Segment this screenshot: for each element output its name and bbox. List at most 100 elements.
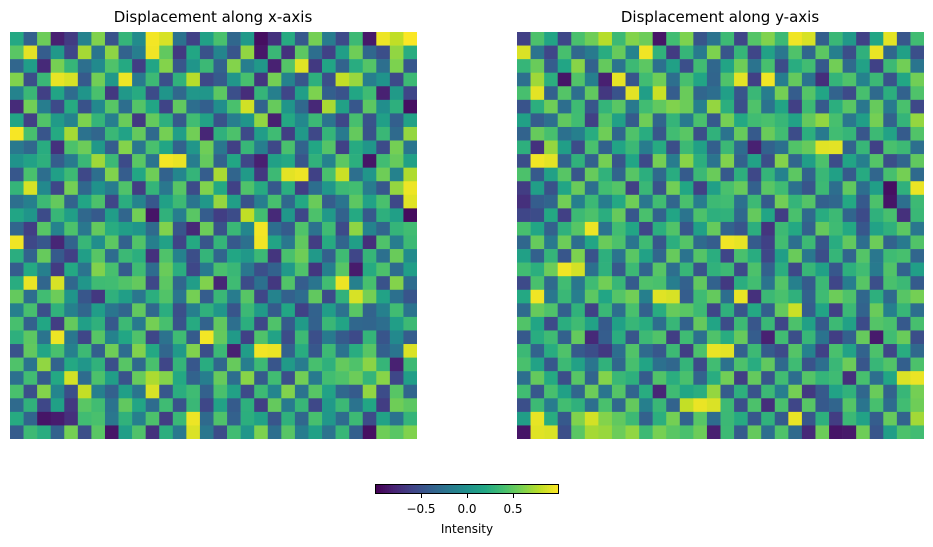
heatmap-cell [23,384,38,399]
colorbar-tick-label: 0.5 [503,502,523,516]
heatmap-cell [883,194,898,209]
heatmap-cell [10,194,24,209]
heatmap-cell [77,316,92,331]
heatmap-cell [598,194,613,209]
heatmap-cell [571,154,586,168]
heatmap-cell [104,276,119,291]
heatmap-cell [625,167,640,182]
heatmap-cell [23,371,38,386]
heatmap-cell [734,289,748,304]
heatmap-cell [666,262,681,277]
heatmap-cell [544,113,558,128]
heatmap-cell [720,45,735,60]
heatmap-cell [376,398,391,413]
heatmap-cell [349,45,364,60]
heatmap-cell [159,86,174,101]
heatmap-cell [829,221,843,236]
heatmap-cell [815,303,830,318]
heatmap-cell [720,194,735,209]
heatmap-cell [376,276,391,291]
heatmap-cell [625,303,640,318]
heatmap-cell [679,86,694,101]
heatmap-cell [159,154,174,168]
heatmap-cell [186,113,201,128]
heatmap-cell [598,303,613,318]
heatmap-cell [132,330,146,345]
heatmap-cell [842,262,857,277]
heatmap-cell [856,425,871,439]
heatmap-cell [639,181,653,196]
heatmap-cell [869,235,884,250]
heatmap-cell [611,357,626,372]
heatmap-cell [842,398,857,413]
heatmap-cell [530,357,545,372]
colorbar-segment [459,484,462,494]
heatmap-cell [213,208,228,223]
heatmap-cell [815,249,830,263]
heatmap-cell [240,262,255,277]
heatmap-cell [199,384,214,399]
heatmap-cell [869,113,884,128]
heatmap-cell [37,425,51,439]
heatmap-cell [720,316,735,331]
heatmap-cell [23,140,38,155]
heatmap-cell [856,357,871,372]
heatmap-cell [77,208,92,223]
heatmap-cell [801,99,816,114]
heatmap-cell [611,72,626,87]
heatmap-cell [322,411,336,426]
heatmap-cell [584,45,599,60]
heatmap-cell [403,45,417,60]
colorbar-segment [517,484,520,494]
heatmap-cell [693,126,708,141]
heatmap-cell [625,208,640,223]
heatmap-cell [734,72,748,87]
heatmap-cell [376,316,391,331]
colorbar-segment [427,484,430,494]
heatmap-cell [50,208,65,223]
heatmap-cell [23,154,38,168]
heatmap-cell [734,208,748,223]
heatmap-cell [145,262,160,277]
heatmap-cell [679,32,694,46]
heatmap-cell [679,330,694,345]
colorbar-segment [443,484,446,494]
heatmap-cell [240,126,255,141]
heatmap-cell [788,398,803,413]
heatmap-cell [308,154,323,168]
heatmap-cell [883,411,898,426]
heatmap-cell [349,221,364,236]
colorbar-segment [501,484,504,494]
heatmap-cell [64,208,79,223]
heatmap-cell [77,154,92,168]
heatmap-cell [571,344,586,358]
heatmap-cell [267,276,282,291]
heatmap-cell [50,330,65,345]
heatmap-cell [639,411,653,426]
heatmap-cell [37,276,51,291]
heatmap-cell [747,303,762,318]
heatmap-cell [77,221,92,236]
heatmap-cell [159,32,174,46]
heatmap-cell [213,167,228,182]
heatmap-cell [335,289,350,304]
heatmap-cell [611,99,626,114]
heatmap-cell [186,194,201,209]
heatmap-cell [557,154,572,168]
heatmap-cell [376,140,391,155]
heatmap-cell [389,113,404,128]
heatmap-cell [801,72,816,87]
heatmap-cell [322,59,336,73]
heatmap-cell [571,140,586,155]
colorbar-segment [435,484,438,494]
heatmap-cell [91,316,106,331]
colorbar-segment [543,484,546,494]
heatmap-cell [294,113,309,128]
heatmap-cell [376,262,391,277]
heatmap-cell [213,45,228,60]
heatmap-cell [801,357,816,372]
heatmap-cell [706,249,721,263]
heatmap-cell [213,86,228,101]
heatmap-cell [145,316,160,331]
heatmap-cell [910,384,924,399]
